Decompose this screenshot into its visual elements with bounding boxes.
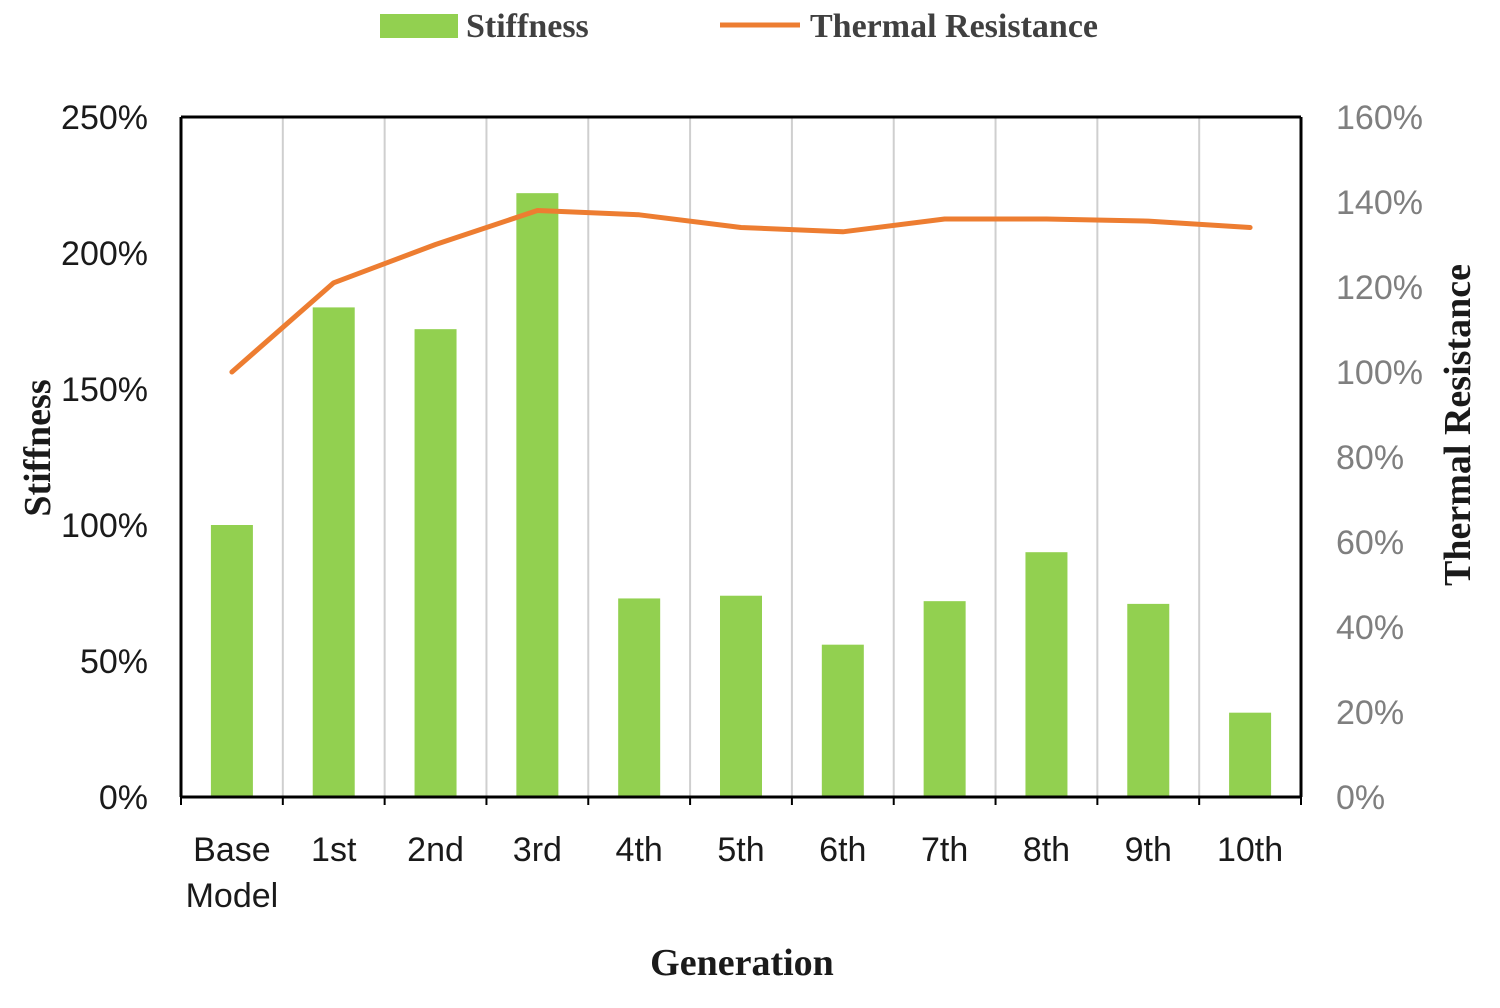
x-tick-label: 8th: [1023, 831, 1070, 869]
x-tick-label: 5th: [717, 831, 764, 869]
legend-stiffness-label: Stiffness: [466, 8, 589, 45]
right-tick-label: 0%: [1336, 779, 1385, 817]
bar-7th: [923, 601, 966, 797]
x-tick-label: Base Model: [186, 831, 279, 915]
bar-9th: [1127, 603, 1170, 797]
x-tick-label: 2nd: [407, 831, 464, 869]
y2-axis-title: Thermal Resistance: [1437, 264, 1479, 586]
x-axis-title: Generation: [650, 942, 834, 984]
right-tick-label: 140%: [1336, 184, 1423, 222]
x-tick-label: 10th: [1217, 831, 1283, 869]
bar-base-model: [210, 525, 253, 797]
x-tick-label: 1st: [311, 831, 357, 869]
bar-4th: [618, 598, 661, 797]
bar-2nd: [414, 329, 457, 797]
right-axis-ticks: 0% 20% 40% 60% 80% 100% 120% 140% 160%: [1336, 99, 1423, 817]
x-tick-label: 4th: [616, 831, 663, 869]
stiffness-bars: [210, 193, 1272, 797]
x-tick-label: 7th: [921, 831, 968, 869]
legend-thermal-resistance-label: Thermal Resistance: [810, 8, 1098, 45]
thermal-resistance-line-layer: [229, 208, 1253, 375]
left-tick-label: 150%: [61, 371, 148, 409]
x-tick-label: 3rd: [513, 831, 562, 869]
right-tick-label: 100%: [1336, 354, 1423, 392]
legend: Stiffness Thermal Resistance: [380, 8, 1098, 45]
left-tick-label: 200%: [61, 235, 148, 273]
bar-8th: [1025, 552, 1068, 797]
x-axis-ticks: Base Model 1st 2nd 3rd 4th 5th 6th 7th 8th 9th 10th: [186, 831, 1284, 915]
x-tick-label: 6th: [819, 831, 866, 869]
bar-1st: [312, 307, 355, 797]
y-axis-title: Stiffness: [17, 379, 59, 516]
right-tick-label: 20%: [1336, 694, 1404, 732]
right-tick-label: 80%: [1336, 439, 1404, 477]
left-tick-label: 0%: [99, 779, 148, 817]
right-tick-label: 40%: [1336, 609, 1404, 647]
left-tick-label: 250%: [61, 99, 148, 137]
left-tick-label: 100%: [61, 507, 148, 545]
left-tick-label: 50%: [80, 643, 148, 681]
x-tick-label: 9th: [1125, 831, 1172, 869]
right-tick-label: 60%: [1336, 524, 1404, 562]
bar-10th: [1229, 712, 1272, 797]
bar-6th: [821, 644, 864, 797]
bar-5th: [720, 595, 762, 797]
plot-frame: [179, 115, 1303, 805]
right-tick-label: 160%: [1336, 99, 1423, 137]
bar-3rd: [516, 193, 559, 797]
left-axis-ticks: 0% 50% 100% 150% 200% 250%: [61, 99, 148, 817]
legend-stiffness-swatch: [380, 14, 458, 38]
right-tick-label: 120%: [1336, 269, 1423, 307]
